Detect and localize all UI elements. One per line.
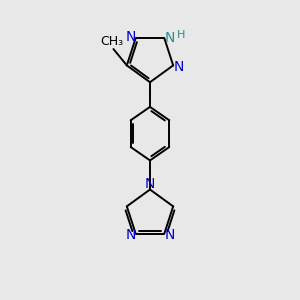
Text: N: N bbox=[164, 31, 175, 45]
Text: CH₃: CH₃ bbox=[100, 35, 124, 48]
Text: N: N bbox=[125, 228, 136, 242]
Text: N: N bbox=[145, 177, 155, 191]
Text: H: H bbox=[176, 30, 185, 40]
Text: N: N bbox=[173, 60, 184, 74]
Text: N: N bbox=[125, 30, 136, 44]
Text: N: N bbox=[164, 228, 175, 242]
